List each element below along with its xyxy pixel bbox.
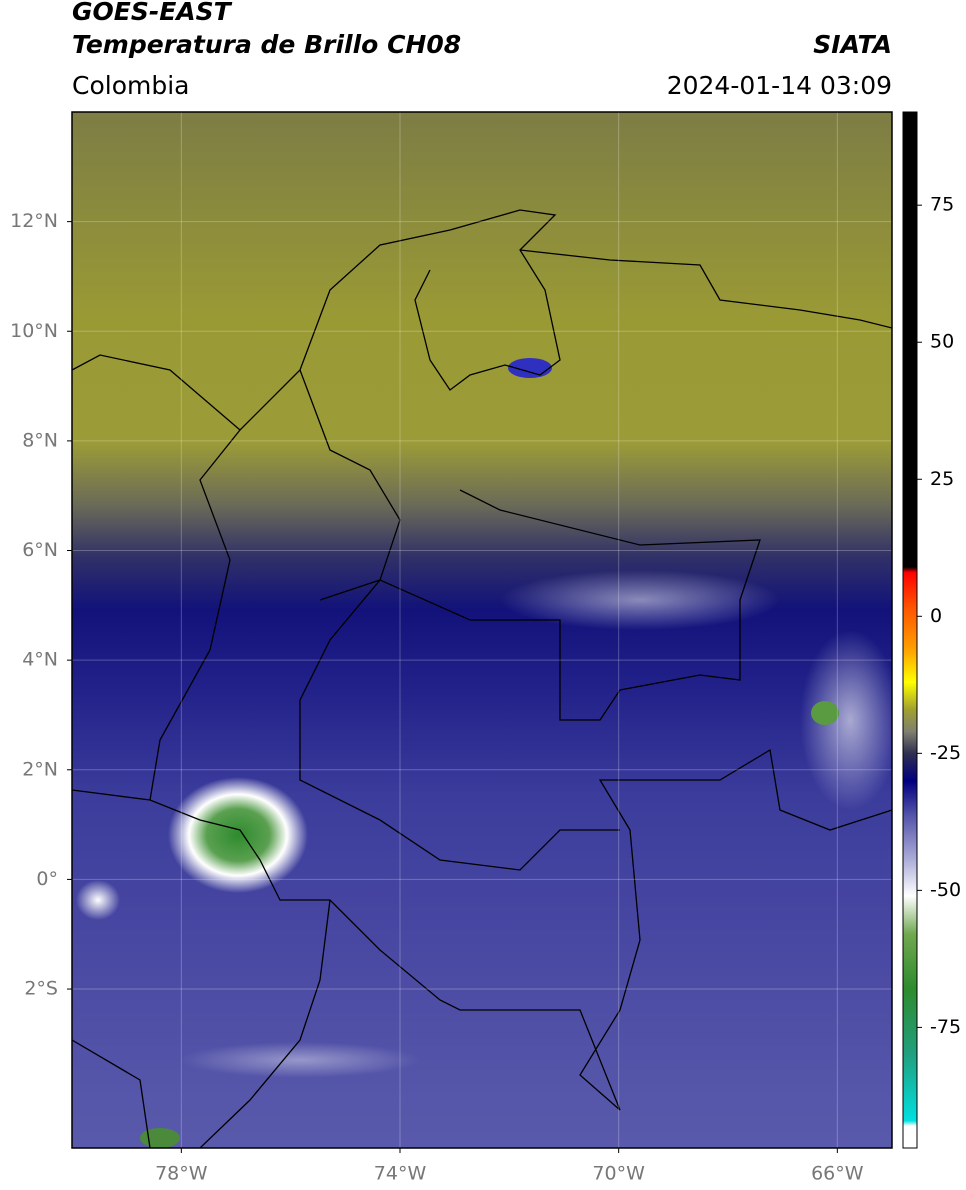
cloud-core xyxy=(140,1128,180,1148)
y-tick-label: 12°N xyxy=(10,210,58,232)
y-tick-label: 2°N xyxy=(22,758,58,780)
y-tick-label: 2°S xyxy=(24,978,58,1000)
y-tick-label: 6°N xyxy=(22,539,58,561)
y-tick-label: 0° xyxy=(36,868,58,890)
source: SIATA xyxy=(813,30,892,59)
colorbar-tick-label: 50 xyxy=(930,331,954,353)
cold-spot xyxy=(508,358,552,378)
colorbar-tick-label: -50 xyxy=(930,879,961,901)
y-tick-label: 8°N xyxy=(22,429,58,451)
colorbar-tick-label: -25 xyxy=(930,742,961,764)
cloud-core xyxy=(811,701,839,725)
x-tick-label: 78°W xyxy=(155,1163,208,1185)
colorbar-tick-label: 75 xyxy=(930,194,954,216)
y-tick-label: 4°N xyxy=(22,649,58,671)
cloud xyxy=(180,1042,420,1078)
subtitle: Temperatura de Brillo CH08 xyxy=(72,30,461,59)
colorbar xyxy=(902,111,918,1149)
region: Colombia xyxy=(72,71,189,100)
colorbar-tick-label: 0 xyxy=(930,605,942,627)
x-tick-label: 74°W xyxy=(374,1163,427,1185)
storm xyxy=(168,777,308,893)
cloud xyxy=(76,880,120,920)
x-tick-label: 70°W xyxy=(592,1163,645,1185)
x-tick-label: 66°W xyxy=(811,1163,864,1185)
cloud xyxy=(500,570,780,630)
brightness-field xyxy=(72,112,892,1148)
datetime: 2024-01-14 03:09 xyxy=(667,71,892,100)
grid xyxy=(72,112,892,1148)
colorbar-tick-label: 25 xyxy=(930,468,954,490)
map xyxy=(72,112,892,1148)
title: GOES-EAST xyxy=(72,0,233,26)
map-frame xyxy=(71,111,893,1149)
cloud xyxy=(800,630,892,810)
y-tick-label: 10°N xyxy=(10,320,58,342)
borders xyxy=(72,209,892,1148)
colorbar-tick-label: -75 xyxy=(930,1016,961,1038)
